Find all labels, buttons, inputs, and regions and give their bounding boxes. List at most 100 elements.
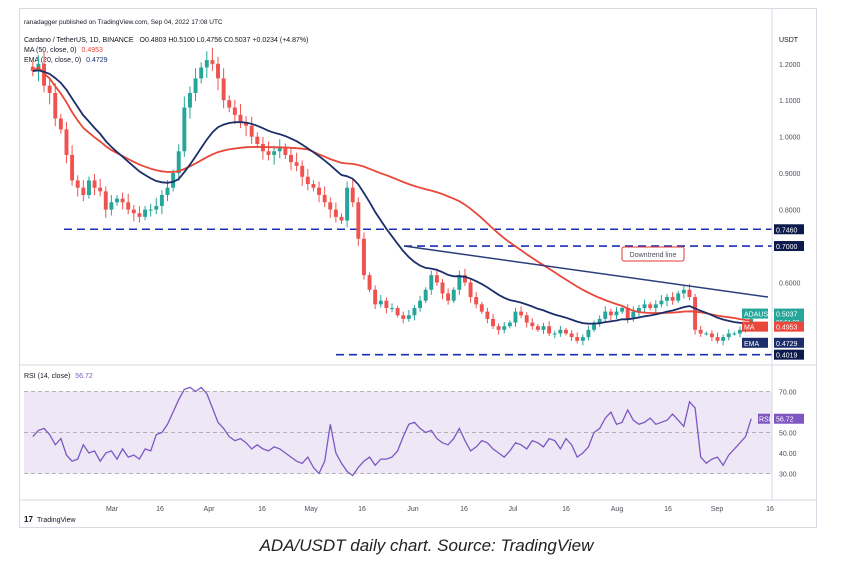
downtrend-label: Downtrend line: [630, 252, 677, 259]
candle-body: [462, 275, 467, 283]
time-tick-label: Jun: [407, 506, 418, 513]
candle-body: [204, 60, 209, 68]
candle-body: [580, 337, 585, 341]
candle-body: [434, 275, 439, 283]
candle-body: [137, 213, 142, 217]
candle-body: [502, 326, 507, 330]
candle-body: [659, 300, 664, 305]
candle-body: [732, 333, 737, 335]
candle-body: [345, 187, 350, 221]
candle-body: [541, 326, 546, 330]
candle-body: [440, 282, 445, 294]
candle-body: [182, 107, 187, 152]
price-tick-label: 1.0000: [779, 135, 801, 142]
candle-body: [390, 307, 394, 309]
candle-body: [642, 304, 647, 308]
candle-body: [221, 78, 226, 101]
candle-body: [289, 154, 293, 163]
candle-body: [283, 147, 288, 155]
candle-body: [698, 329, 703, 334]
candle-body: [199, 67, 204, 79]
candle-body: [115, 198, 119, 203]
price-tag-value: 0.4953: [776, 325, 798, 332]
candle-body: [530, 322, 535, 327]
candle-body: [126, 202, 131, 210]
candle-body: [300, 165, 305, 177]
ema-legend: EMA (20, close, 0) 0.4729: [24, 57, 108, 64]
candle-body: [187, 92, 192, 108]
price-axis-unit: USDT: [779, 37, 799, 44]
candle-body: [272, 151, 277, 155]
ema-legend-value: 0.4729: [86, 57, 108, 64]
candle-body: [350, 187, 355, 203]
price-tag-name: ADAUSDT: [744, 312, 778, 319]
candle-body: [395, 307, 400, 316]
candle-body: [603, 311, 608, 319]
candle-body: [681, 289, 686, 294]
candle-body: [165, 187, 170, 195]
downtrend-line: [403, 245, 769, 298]
candle-body: [401, 315, 406, 319]
price-plot: Downtrend line: [30, 47, 772, 356]
time-tick-label: Apr: [204, 506, 216, 513]
rsi-tag-name: RSI: [759, 417, 771, 424]
price-tag-value-bg: [774, 337, 804, 348]
time-tick-label: Jul: [509, 506, 518, 513]
candle-body: [496, 326, 501, 330]
level-tag-bg: [774, 224, 804, 235]
candle-body: [193, 78, 198, 93]
candle-body: [232, 107, 237, 115]
candle-body: [564, 329, 568, 334]
candle-body: [143, 209, 148, 217]
axes-layer: 1.2000 1.1000 1.0000 0.9000 0.8000 0.6000 0.74…: [20, 9, 816, 513]
candle-body: [558, 329, 563, 334]
candle-body: [266, 151, 271, 155]
candle-body: [406, 315, 411, 319]
time-tick-label: 16: [766, 506, 774, 513]
candle-body: [176, 151, 181, 174]
candle-body: [171, 173, 176, 188]
candle-body: [75, 180, 80, 188]
candle-body: [620, 307, 625, 312]
rsi-tick-label: 30.00: [779, 472, 797, 479]
candle-body: [81, 187, 86, 195]
candle-body: [227, 100, 232, 108]
chart-caption: ADA/USDT daily chart. Source: TradingVie…: [259, 536, 594, 555]
candle-body: [693, 297, 698, 330]
tradingview-logo: 17 TradingView: [24, 515, 76, 524]
candle-body: [485, 311, 490, 319]
candle-body: [569, 333, 574, 338]
candle-body: [384, 300, 389, 308]
candle-body: [361, 238, 366, 276]
ma-legend: MA (50, close, 0) 0.4953: [24, 47, 103, 54]
price-tag-name-bg: [742, 337, 768, 348]
price-tick-label: 1.2000: [779, 62, 801, 69]
level-tag-bg: [774, 349, 804, 360]
candle-body: [631, 311, 636, 319]
publisher-line: ranadagger published on TradingView.com,…: [24, 19, 223, 26]
candle-body: [513, 311, 518, 323]
ma-legend-value: 0.4953: [81, 47, 103, 54]
ma-line: [32, 66, 752, 322]
candle-body: [614, 311, 619, 316]
candle-body: [457, 275, 462, 290]
price-tick-label: 0.9000: [779, 171, 801, 178]
price-tag-value-bg: [774, 321, 804, 332]
candle-body: [451, 289, 456, 301]
candle-body: [103, 191, 108, 210]
candle-body: [597, 318, 602, 323]
candle-body: [575, 337, 580, 341]
candle-body: [154, 205, 159, 210]
ma-legend-label: MA (50, close, 0): [24, 47, 77, 54]
candle-body: [423, 289, 428, 301]
chart-svg: ranadagger published on TradingView.com,…: [20, 9, 816, 524]
price-tick-label: 1.1000: [779, 98, 801, 105]
candle-body: [721, 337, 726, 341]
candle-body: [238, 114, 243, 123]
time-tick-label: 16: [562, 506, 570, 513]
candle-body: [373, 289, 378, 305]
time-tick-label: Aug: [611, 506, 624, 513]
rsi-legend-value: 56.72: [75, 373, 93, 380]
candle-body: [636, 307, 641, 312]
tradingview-logo-mark: 17: [24, 515, 33, 524]
